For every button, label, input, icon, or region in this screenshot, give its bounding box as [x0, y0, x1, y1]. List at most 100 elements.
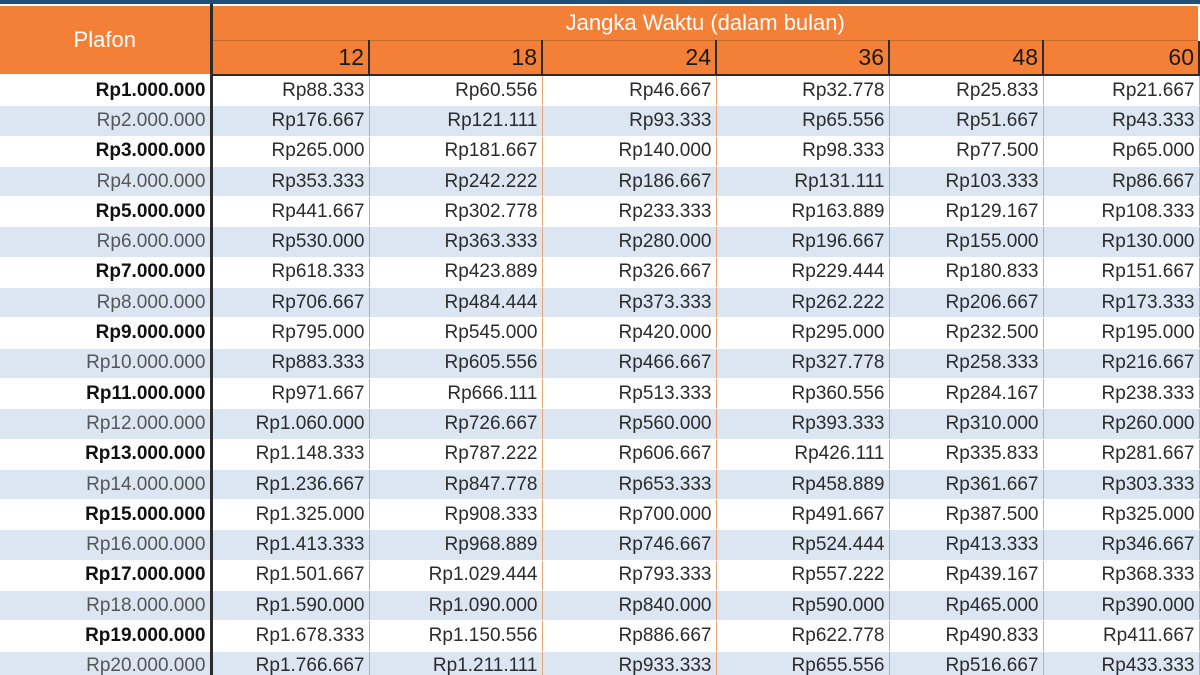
installment-cell: Rp968.889: [368, 529, 543, 561]
installment-cell: Rp655.556: [715, 651, 890, 675]
installment-cell: Rp281.667: [1042, 439, 1200, 470]
installment-cell: Rp590.000: [715, 590, 890, 622]
table-row: Rp17.000.000 Rp1.501.667 Rp1.029.444 Rp793.…: [0, 560, 1200, 592]
installment-cell: Rp173.333: [1042, 287, 1200, 319]
installment-cell: Rp1.325.000: [210, 499, 370, 531]
installment-cell: Rp121.111: [368, 105, 543, 137]
installment-cell: Rp726.667: [368, 408, 543, 440]
installment-cell: Rp98.333: [715, 136, 890, 167]
installment-cell: Rp441.667: [210, 196, 370, 228]
installment-cell: Rp706.667: [210, 287, 370, 319]
installment-cell: Rp971.667: [210, 378, 370, 410]
table-row: Rp14.000.000 Rp1.236.667 Rp847.778 Rp653.33…: [0, 469, 1200, 501]
installment-cell: Rp1.766.667: [210, 651, 370, 675]
table-row: Rp6.000.000 Rp530.000 Rp363.333 Rp280.000 Rp…: [0, 226, 1200, 258]
plafon-cell: Rp11.000.000: [0, 378, 213, 410]
installment-cell: Rp1.211.111: [368, 651, 543, 675]
installment-cell: Rp180.833: [888, 257, 1044, 289]
installment-cell: Rp130.000: [1042, 226, 1200, 258]
installment-cell: Rp181.667: [368, 136, 543, 167]
installment-cell: Rp77.500: [888, 136, 1044, 167]
installment-cell: Rp238.333: [1042, 378, 1200, 410]
installment-cell: Rp262.222: [715, 287, 890, 319]
installment-cell: Rp176.667: [210, 105, 370, 137]
installment-cell: Rp411.667: [1042, 620, 1200, 652]
installment-cell: Rp795.000: [210, 317, 370, 349]
installment-cell: Rp458.889: [715, 469, 890, 501]
installment-cell: Rp43.333: [1042, 105, 1200, 137]
table-row: Rp5.000.000 Rp441.667 Rp302.778 Rp233.333 Rp…: [0, 196, 1200, 228]
installment-cell: Rp51.667: [888, 105, 1044, 137]
installment-cell: Rp88.333: [210, 75, 370, 107]
plafon-cell: Rp19.000.000: [0, 620, 213, 652]
plafon-cell: Rp15.000.000: [0, 499, 213, 531]
installment-cell: Rp484.444: [368, 287, 543, 319]
plafon-cell: Rp16.000.000: [0, 529, 213, 561]
plafon-cell: Rp14.000.000: [0, 469, 213, 501]
installment-cell: Rp557.222: [715, 560, 890, 592]
installment-cell: Rp840.000: [541, 590, 717, 622]
installment-cell: Rp413.333: [888, 529, 1044, 561]
installment-cell: Rp216.667: [1042, 348, 1200, 379]
installment-cell: Rp325.000: [1042, 499, 1200, 531]
installment-cell: Rp1.148.333: [210, 439, 370, 470]
installment-table: Plafon Jangka Waktu (dalam bulan) 12 18 …: [0, 4, 1200, 675]
installment-cell: Rp1.029.444: [368, 560, 543, 592]
installment-cell: Rp787.222: [368, 439, 543, 470]
installment-cell: Rp1.501.667: [210, 560, 370, 592]
plafon-column-header: Plafon: [0, 4, 213, 76]
plafon-cell: Rp9.000.000: [0, 317, 213, 349]
installment-cell: Rp883.333: [210, 348, 370, 379]
installment-cell: Rp606.667: [541, 439, 717, 470]
installment-cell: Rp746.667: [541, 529, 717, 561]
table-row: Rp4.000.000 Rp353.333 Rp242.222 Rp186.667 Rp…: [0, 166, 1200, 198]
plafon-cell: Rp18.000.000: [0, 590, 213, 622]
term-header-60: 60: [1042, 40, 1200, 76]
installment-cell: Rp908.333: [368, 499, 543, 531]
table-row: Rp3.000.000 Rp265.000 Rp181.667 Rp140.000 Rp…: [0, 136, 1200, 167]
installment-cell: Rp103.333: [888, 166, 1044, 198]
installment-cell: Rp1.060.000: [210, 408, 370, 440]
installment-cell: Rp195.000: [1042, 317, 1200, 349]
installment-cell: Rp242.222: [368, 166, 543, 198]
installment-cell: Rp302.778: [368, 196, 543, 228]
term-group-header: Jangka Waktu (dalam bulan): [210, 4, 1200, 41]
plafon-cell: Rp5.000.000: [0, 196, 213, 228]
installment-cell: Rp491.667: [715, 499, 890, 531]
table-row: Rp7.000.000 Rp618.333 Rp423.889 Rp326.667 Rp…: [0, 257, 1200, 289]
installment-cell: Rp326.667: [541, 257, 717, 289]
table-row: Rp15.000.000 Rp1.325.000 Rp908.333 Rp700.00…: [0, 499, 1200, 531]
plafon-cell: Rp20.000.000: [0, 651, 213, 675]
plafon-cell: Rp4.000.000: [0, 166, 213, 198]
installment-cell: Rp373.333: [541, 287, 717, 319]
installment-cell: Rp516.667: [888, 651, 1044, 675]
plafon-cell: Rp13.000.000: [0, 439, 213, 470]
installment-cell: Rp163.889: [715, 196, 890, 228]
installment-cell: Rp32.778: [715, 75, 890, 107]
installment-cell: Rp1.090.000: [368, 590, 543, 622]
installment-cell: Rp310.000: [888, 408, 1044, 440]
installment-cell: Rp423.889: [368, 257, 543, 289]
table-row: Rp13.000.000 Rp1.148.333 Rp787.222 Rp606.66…: [0, 439, 1200, 470]
installment-cell: Rp303.333: [1042, 469, 1200, 501]
installment-cell: Rp1.236.667: [210, 469, 370, 501]
table-row: Rp16.000.000 Rp1.413.333 Rp968.889 Rp746.66…: [0, 529, 1200, 561]
installment-cell: Rp346.667: [1042, 529, 1200, 561]
plafon-cell: Rp7.000.000: [0, 257, 213, 289]
installment-cell: Rp86.667: [1042, 166, 1200, 198]
installment-cell: Rp361.667: [888, 469, 1044, 501]
installment-cell: Rp108.333: [1042, 196, 1200, 228]
installment-cell: Rp65.000: [1042, 136, 1200, 167]
plafon-cell: Rp6.000.000: [0, 226, 213, 258]
term-header-36: 36: [715, 40, 890, 76]
installment-cell: Rp284.167: [888, 378, 1044, 410]
installment-cell: Rp60.556: [368, 75, 543, 107]
installment-cell: Rp1.413.333: [210, 529, 370, 561]
installment-cell: Rp700.000: [541, 499, 717, 531]
installment-cell: Rp618.333: [210, 257, 370, 289]
table-row: Rp20.000.000 Rp1.766.667 Rp1.211.111 Rp933.…: [0, 651, 1200, 675]
installment-cell: Rp933.333: [541, 651, 717, 675]
installment-cell: Rp233.333: [541, 196, 717, 228]
installment-cell: Rp360.556: [715, 378, 890, 410]
table-row: Rp19.000.000 Rp1.678.333 Rp1.150.556 Rp886.…: [0, 620, 1200, 652]
